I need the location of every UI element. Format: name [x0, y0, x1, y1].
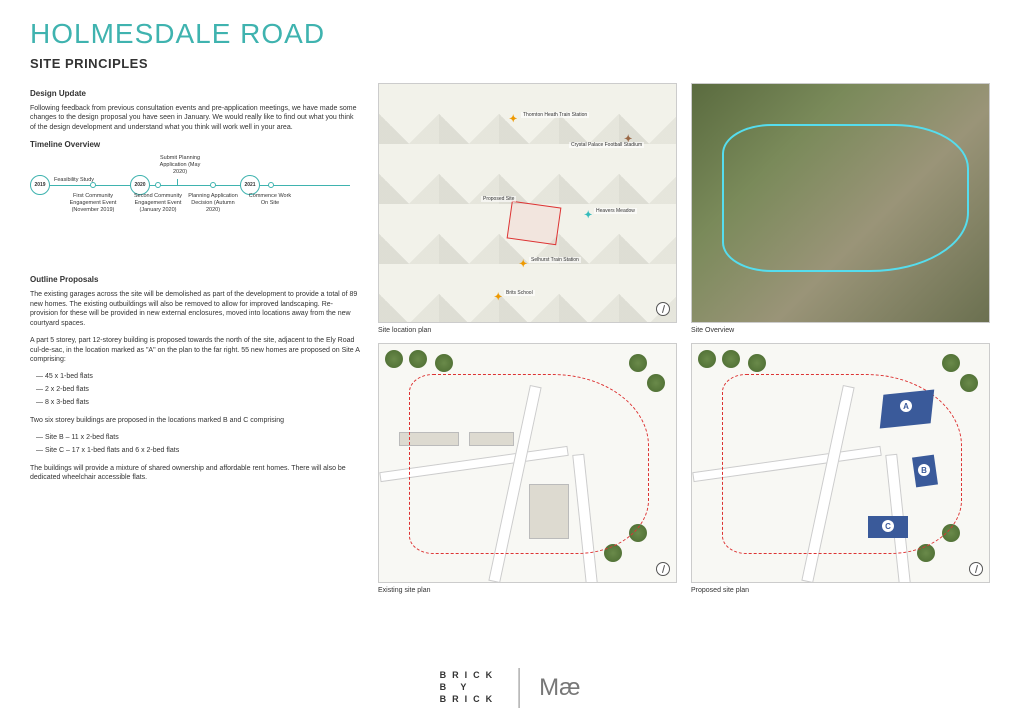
timeline-year-2021: 2021 — [240, 175, 260, 195]
overview-boundary — [722, 124, 969, 272]
timeline-dot — [90, 182, 96, 188]
timeline-above-1: Submit Planning Application (May 2020) — [152, 155, 208, 175]
timeline-diagram: 2019 2020 2021 Feasibility Study Submit … — [30, 155, 360, 265]
compass-icon — [969, 562, 983, 576]
timeline-heading: Timeline Overview — [30, 140, 360, 149]
timeline-below-3: Commence Work On Site — [246, 193, 294, 206]
timeline-year-2019: 2019 — [30, 175, 50, 195]
outline-p4: The buildings will provide a mixture of … — [30, 464, 360, 483]
timeline-dot — [210, 182, 216, 188]
map-location: ✦ Thornton Heath Train Station ✦ Crystal… — [378, 83, 677, 323]
map-existing — [378, 343, 677, 583]
proposed-site-outline — [507, 201, 562, 246]
logo-bbb-line: BRICK — [440, 670, 499, 682]
outline-listBC-0: Site B – 11 x 2-bed flats — [36, 433, 360, 443]
marker-selhurst-icon: ✦ — [519, 259, 527, 270]
timeline-dot — [155, 182, 161, 188]
label-palace: Crystal Palace Football Stadium — [569, 142, 644, 148]
logo-mae: Mæ — [539, 674, 580, 702]
outline-listA-1: 2 x 2-bed flats — [36, 385, 360, 395]
timeline-year-2020: 2020 — [130, 175, 150, 195]
tree-icon — [629, 354, 647, 372]
marker-thornton-icon: ✦ — [509, 114, 517, 125]
label-proposed: Proposed Site — [481, 196, 516, 202]
tree-icon — [409, 350, 427, 368]
left-column: Design Update Following feedback from pr… — [30, 83, 360, 599]
site-label-c: C — [882, 520, 894, 532]
outline-heading: Outline Proposals — [30, 275, 360, 284]
outline-listA-0: 45 x 1-bed flats — [36, 372, 360, 382]
tree-icon — [385, 350, 403, 368]
logo-brick-by-brick: BRICK B Y BRICK — [440, 670, 499, 705]
outline-p1: The existing garages across the site wil… — [30, 290, 360, 328]
tree-icon — [942, 354, 960, 372]
tree-icon — [435, 354, 453, 372]
timeline-tick — [177, 179, 178, 185]
timeline-dot — [268, 182, 274, 188]
timeline-below-2: Planning Application Decision (Autumn 20… — [188, 193, 238, 213]
logo-row: BRICK B Y BRICK Mæ — [440, 668, 581, 708]
site-label-a: A — [900, 400, 912, 412]
tree-icon — [647, 374, 665, 392]
timeline-above-0: Feasibility Study — [54, 177, 104, 184]
label-selhurst: Selhurst Train Station — [529, 257, 581, 263]
page-subtitle: SITE PRINCIPLES — [30, 56, 990, 71]
caption-overview: Site Overview — [691, 327, 990, 339]
timeline-axis — [34, 185, 350, 186]
marker-heavers-icon: ✦ — [584, 210, 592, 221]
timeline-below-0: First Community Engagement Event (Novemb… — [68, 193, 118, 213]
content-row: Design Update Following feedback from pr… — [30, 83, 990, 599]
page-title: HOLMESDALE ROAD — [30, 18, 990, 50]
map-overview — [691, 83, 990, 323]
design-update-body: Following feedback from previous consult… — [30, 104, 360, 132]
marker-brits-icon: ✦ — [494, 292, 502, 303]
label-heavers: Heavers Meadow — [594, 208, 637, 214]
logo-bbb-line: B Y — [440, 682, 499, 694]
design-update-heading: Design Update — [30, 89, 360, 98]
caption-location: Site location plan — [378, 327, 677, 339]
outline-p3: Two six storey buildings are proposed in… — [30, 416, 360, 425]
compass-icon — [656, 562, 670, 576]
logo-bbb-line: BRICK — [440, 694, 499, 706]
label-brits: Brits School — [504, 290, 535, 296]
tree-icon — [960, 374, 978, 392]
site-label-b: B — [918, 464, 930, 476]
right-grid: ✦ Thornton Heath Train Station ✦ Crystal… — [378, 83, 990, 599]
tree-icon — [722, 350, 740, 368]
tree-icon — [748, 354, 766, 372]
site-boundary — [409, 374, 649, 554]
outline-p2: A part 5 storey, part 12-storey building… — [30, 336, 360, 364]
label-thornton: Thornton Heath Train Station — [521, 112, 589, 118]
compass-icon — [656, 302, 670, 316]
logo-divider — [518, 668, 519, 708]
tree-icon — [698, 350, 716, 368]
outline-listBC-1: Site C – 17 x 1-bed flats and 6 x 2-bed … — [36, 446, 360, 456]
caption-proposed: Proposed site plan — [691, 587, 990, 599]
map-proposed: A B C — [691, 343, 990, 583]
outline-listA-2: 8 x 3-bed flats — [36, 398, 360, 408]
caption-existing: Existing site plan — [378, 587, 677, 599]
timeline-below-1: Second Community Engagement Event (Janua… — [130, 193, 186, 213]
